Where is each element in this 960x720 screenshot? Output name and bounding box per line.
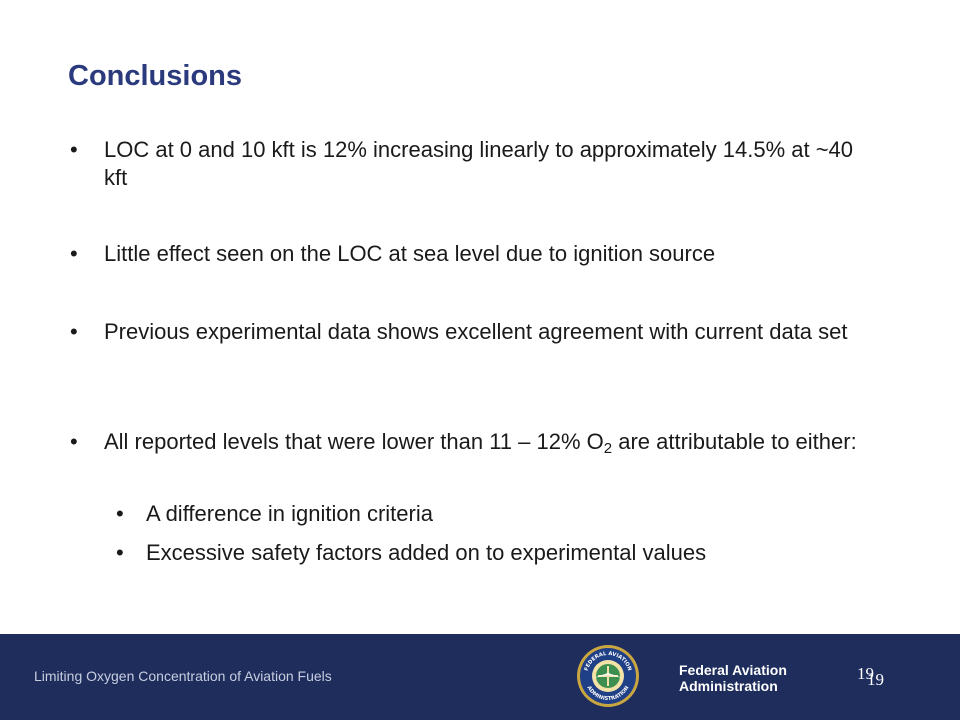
bullet-marker: • [70,241,78,266]
bullet-text: LOC at 0 and 10 kft is 12% increasing li… [104,137,854,190]
page-number-duplicate: 19 [867,670,884,689]
footer-bar: Limiting Oxygen Concentration of Aviatio… [0,634,960,720]
bullet-marker: • [70,319,78,344]
bullet-item: • Little effect seen on the LOC at sea l… [70,240,874,268]
bullet-item: • All reported levels that were lower th… [70,428,874,457]
bullet-marker: • [70,137,78,162]
agency-name: Federal Aviation Administration [679,662,787,694]
agency-name-line2: Administration [679,678,778,694]
slide-title: Conclusions [68,60,243,92]
bullet-item: • LOC at 0 and 10 kft is 12% increasing … [70,136,874,192]
bullet-text: Previous experimental data shows excelle… [104,319,848,344]
agency-name-line1: Federal Aviation [679,662,787,678]
bullet-text-end: are attributable to either: [612,429,857,454]
page-number: 19 [857,664,874,683]
bullet-marker: • [116,540,124,565]
sub-bullet-item: • A difference in ignition criteria [116,500,866,528]
bullet-marker: • [116,501,124,526]
sub-bullet-text: Excessive safety factors added on to exp… [146,540,707,565]
bullet-text-start: All reported levels that were lower than… [104,429,604,454]
faa-seal-icon: FEDERAL AVIATION ADMINISTRATION [577,645,639,707]
bullet-item: • Previous experimental data shows excel… [70,318,874,346]
bullet-list: • LOC at 0 and 10 kft is 12% increasing … [70,136,874,567]
presentation-title: Limiting Oxygen Concentration of Aviatio… [34,668,332,684]
oxygen-subscript: 2 [603,440,613,457]
sub-bullet-item: • Excessive safety factors added on to e… [116,539,866,567]
bullet-text: Little effect seen on the LOC at sea lev… [104,241,716,266]
sub-bullet-text: A difference in ignition criteria [146,501,433,526]
bullet-marker: • [70,429,78,454]
